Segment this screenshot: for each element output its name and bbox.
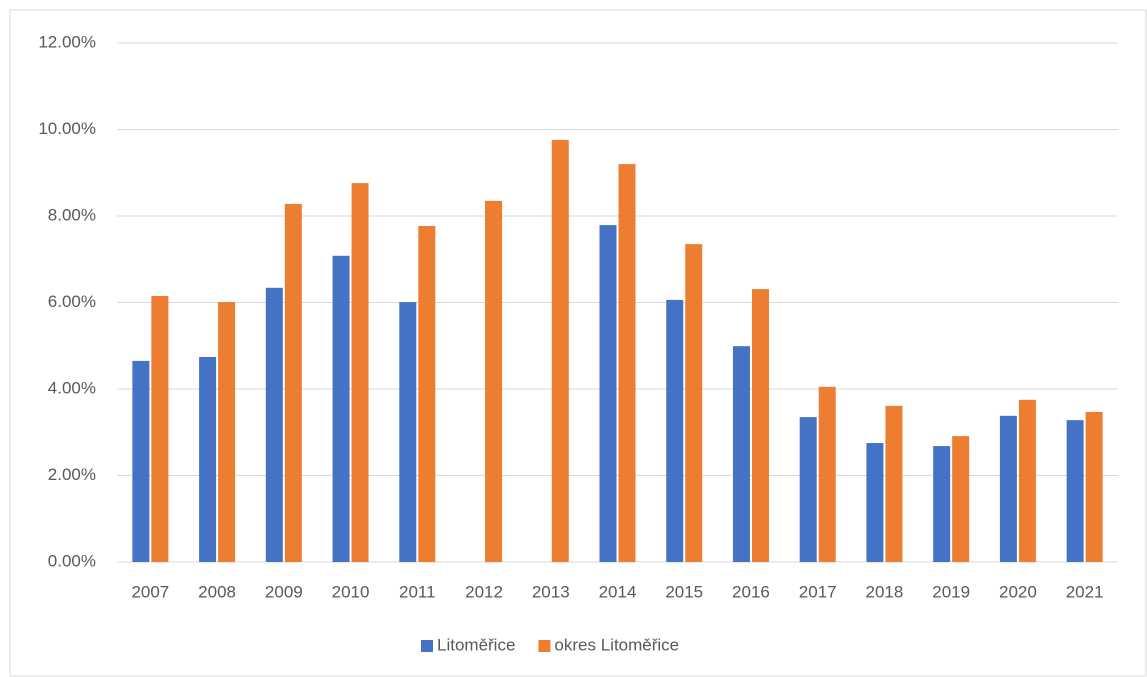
x-tick-label: 2013 (532, 582, 570, 601)
y-tick-label: 4.00% (48, 378, 96, 397)
bar (732, 346, 750, 562)
chart-border (9, 9, 1147, 677)
x-tick-label: 2019 (932, 582, 970, 601)
bar (218, 302, 236, 562)
legend-swatch (538, 640, 551, 652)
bar (866, 443, 884, 562)
bar (332, 255, 350, 563)
bar (666, 299, 684, 562)
x-tick-label: 2010 (332, 582, 370, 601)
bar (1018, 399, 1036, 562)
bar (885, 405, 903, 562)
y-tick-label: 10.00% (38, 119, 96, 138)
bar (933, 446, 951, 562)
bar (618, 164, 636, 562)
y-tick-label: 0.00% (48, 551, 96, 570)
legend-swatch (421, 640, 433, 652)
x-tick-label: 2008 (198, 582, 236, 601)
y-tick-label: 12.00% (38, 32, 96, 51)
legend-label: okres Litoměřice (554, 635, 679, 654)
bar (1066, 420, 1084, 562)
bar (685, 244, 703, 563)
bar (751, 289, 769, 562)
x-tick-label: 2018 (866, 582, 904, 601)
bar (999, 415, 1017, 562)
x-tick-label: 2021 (1066, 582, 1104, 601)
bar (418, 225, 436, 562)
x-tick-label: 2016 (732, 582, 770, 601)
x-tick-label: 2017 (799, 582, 837, 601)
y-tick-label: 8.00% (48, 205, 96, 224)
bar (599, 225, 617, 562)
bar (551, 139, 569, 562)
legend-label: Litoměřice (437, 635, 515, 654)
x-tick-label: 2012 (465, 582, 503, 601)
bar (1085, 411, 1103, 562)
x-tick-label: 2015 (665, 582, 703, 601)
bar (284, 203, 302, 562)
bar (351, 183, 369, 562)
bar (199, 356, 217, 562)
bar (799, 417, 817, 562)
x-tick-label: 2009 (265, 582, 303, 601)
bar (151, 296, 169, 562)
x-tick-label: 2014 (599, 582, 637, 601)
bar (952, 436, 970, 562)
x-tick-label: 2020 (999, 582, 1037, 601)
x-tick-label: 2011 (399, 582, 436, 601)
bar (132, 360, 150, 562)
bar (818, 386, 836, 562)
bar (265, 287, 283, 562)
bar (485, 200, 503, 563)
x-tick-label: 2007 (131, 582, 169, 601)
y-tick-label: 2.00% (48, 465, 96, 484)
bar (399, 302, 417, 562)
y-tick-label: 6.00% (48, 292, 96, 311)
